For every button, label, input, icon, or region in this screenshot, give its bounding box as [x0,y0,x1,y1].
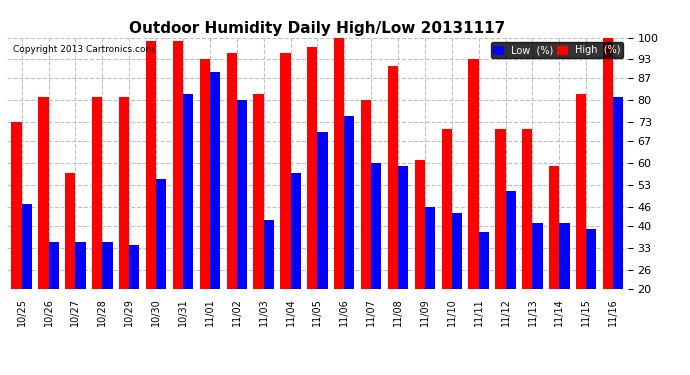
Bar [452,213,462,352]
Bar [533,223,542,352]
Bar [183,94,193,352]
Bar [549,166,560,352]
Bar [398,166,408,352]
Text: Copyright 2013 Cartronics.com: Copyright 2013 Cartronics.com [13,45,155,54]
Title: Outdoor Humidity Daily High/Low 20131117: Outdoor Humidity Daily High/Low 20131117 [129,21,506,36]
Bar [334,38,344,352]
Bar [280,53,290,352]
Bar [425,207,435,352]
Bar [290,172,301,352]
Bar [119,97,129,352]
Bar [48,242,59,352]
Bar [361,100,371,352]
Bar [75,242,86,352]
Bar [344,116,355,352]
Bar [39,97,48,352]
Bar [371,163,382,352]
Bar [469,60,479,352]
Bar [156,179,166,352]
Bar [495,129,506,352]
Bar [307,47,317,352]
Bar [586,229,596,352]
Bar [172,40,183,352]
Bar [415,160,425,352]
Bar [479,232,489,352]
Bar [102,242,112,352]
Bar [506,191,516,352]
Bar [237,100,247,352]
Bar [264,220,274,352]
Bar [576,94,586,352]
Bar [442,129,452,352]
Bar [317,132,328,352]
Bar [129,245,139,352]
Bar [199,60,210,352]
Bar [66,172,75,352]
Bar [146,40,156,352]
Bar [226,53,237,352]
Bar [210,72,220,352]
Bar [12,122,21,352]
Bar [522,129,533,352]
Bar [560,223,569,352]
Bar [603,38,613,352]
Bar [21,204,32,352]
Bar [613,97,623,352]
Bar [92,97,102,352]
Bar [388,66,398,352]
Legend: Low  (%), High  (%): Low (%), High (%) [491,42,623,58]
Bar [253,94,264,352]
